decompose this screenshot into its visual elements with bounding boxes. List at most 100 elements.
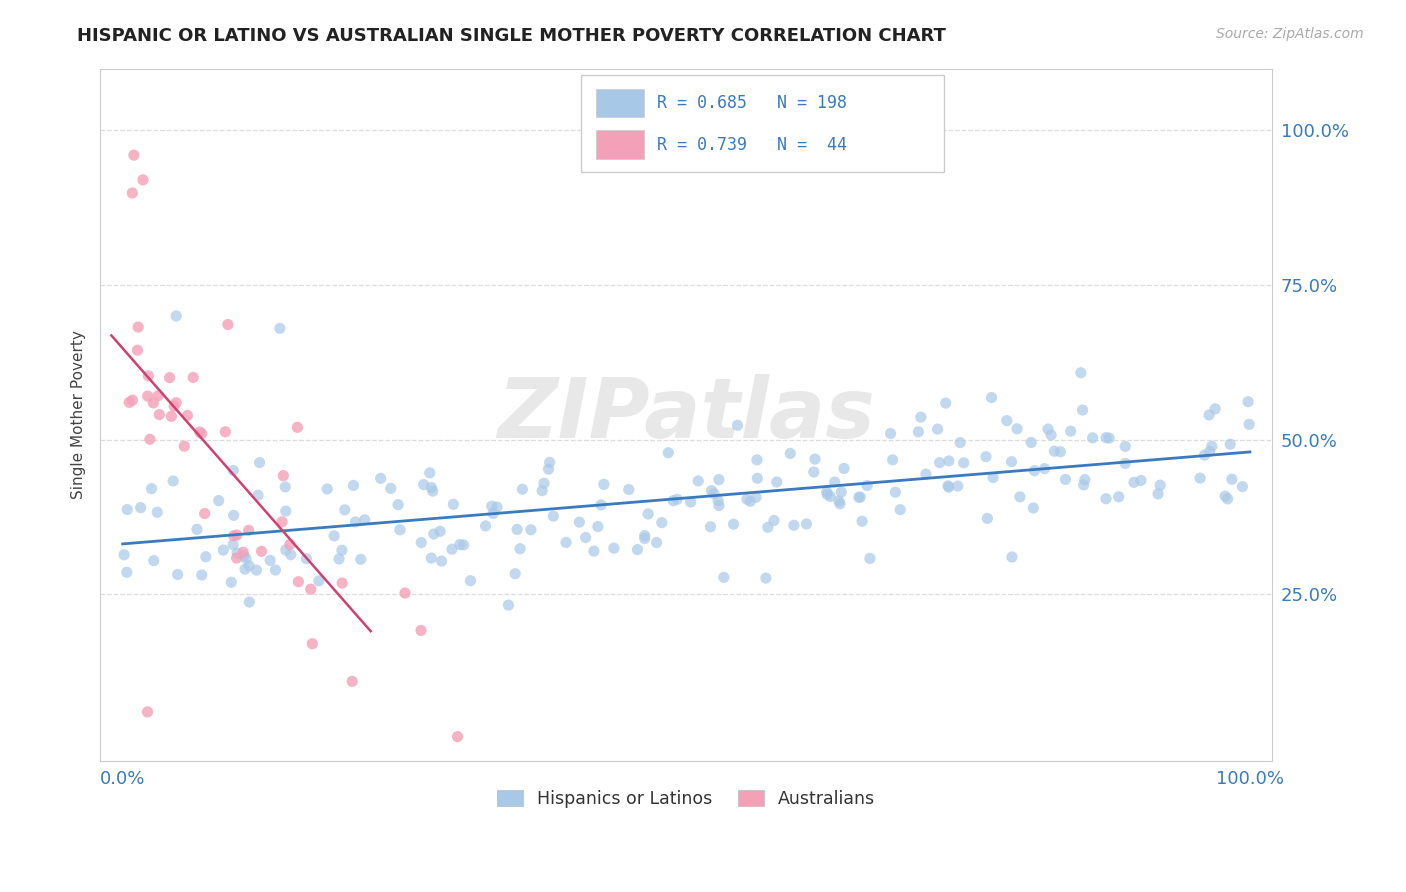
Point <box>645 535 668 549</box>
Point <box>221 575 243 590</box>
Point <box>301 637 323 651</box>
Point <box>1204 401 1226 416</box>
Point <box>232 545 254 559</box>
Point <box>214 425 236 439</box>
Point <box>333 503 356 517</box>
Point <box>735 492 758 507</box>
Point <box>176 409 198 423</box>
Point <box>1040 428 1063 442</box>
Point <box>121 186 143 200</box>
Point <box>449 538 471 552</box>
Legend: Hispanics or Latinos, Australians: Hispanics or Latinos, Australians <box>491 783 883 815</box>
Point <box>264 563 287 577</box>
Point <box>148 388 170 402</box>
Point <box>520 523 543 537</box>
Point <box>1071 403 1094 417</box>
Point <box>235 551 257 566</box>
Point <box>142 396 165 410</box>
Point <box>537 462 560 476</box>
Point <box>380 482 402 496</box>
Point <box>446 730 468 744</box>
Point <box>762 514 785 528</box>
Point <box>849 490 872 504</box>
Point <box>238 558 260 573</box>
Point <box>474 519 496 533</box>
Point <box>1198 444 1220 458</box>
Point <box>512 482 534 496</box>
Point <box>1123 475 1146 490</box>
Point <box>394 586 416 600</box>
Point <box>118 395 141 409</box>
Point <box>1216 491 1239 506</box>
Point <box>543 509 565 524</box>
Point <box>1036 422 1059 436</box>
Point <box>323 529 346 543</box>
Y-axis label: Single Mother Poverty: Single Mother Poverty <box>72 331 86 500</box>
Point <box>1198 408 1220 422</box>
Point <box>146 505 169 519</box>
Point <box>186 522 208 536</box>
Point <box>803 465 825 479</box>
Point <box>1219 437 1241 451</box>
Point <box>1081 431 1104 445</box>
Point <box>815 485 838 500</box>
Point <box>316 482 339 496</box>
Point <box>1070 366 1092 380</box>
Point <box>938 480 960 494</box>
Point <box>127 320 149 334</box>
Point <box>190 426 212 441</box>
Point <box>212 543 235 558</box>
Point <box>952 456 974 470</box>
Point <box>121 393 143 408</box>
Point <box>163 399 186 413</box>
FancyBboxPatch shape <box>596 130 644 159</box>
Point <box>1114 456 1136 470</box>
Point <box>420 551 443 566</box>
Point <box>162 474 184 488</box>
Point <box>824 475 846 489</box>
Point <box>226 546 249 560</box>
Point <box>745 453 768 467</box>
Point <box>271 515 294 529</box>
Point <box>727 418 749 433</box>
Point <box>225 551 247 566</box>
Point <box>938 454 960 468</box>
Point <box>139 432 162 446</box>
Point <box>907 425 929 439</box>
Point <box>247 488 270 502</box>
Point <box>440 542 463 557</box>
Point <box>222 508 245 523</box>
Point <box>273 468 295 483</box>
Point <box>981 470 1004 484</box>
Point <box>249 456 271 470</box>
Point <box>980 391 1002 405</box>
Point <box>755 571 778 585</box>
Point <box>927 422 949 436</box>
Point <box>148 408 170 422</box>
Point <box>498 598 520 612</box>
Point <box>160 409 183 424</box>
Point <box>509 541 531 556</box>
Point <box>159 370 181 384</box>
Point <box>804 452 827 467</box>
Point <box>482 507 505 521</box>
Point <box>340 674 363 689</box>
Point <box>796 516 818 531</box>
Point <box>538 455 561 469</box>
Point <box>481 499 503 513</box>
Point <box>688 474 710 488</box>
Point <box>555 535 578 549</box>
Point <box>575 531 598 545</box>
Point <box>1008 490 1031 504</box>
Point <box>388 523 411 537</box>
Point <box>165 309 187 323</box>
Point <box>460 574 482 588</box>
Point <box>662 493 685 508</box>
Point <box>430 554 453 568</box>
Point <box>1024 464 1046 478</box>
Point <box>879 426 901 441</box>
Point <box>353 513 375 527</box>
Point <box>832 461 855 475</box>
Point <box>617 483 640 497</box>
Point <box>882 452 904 467</box>
